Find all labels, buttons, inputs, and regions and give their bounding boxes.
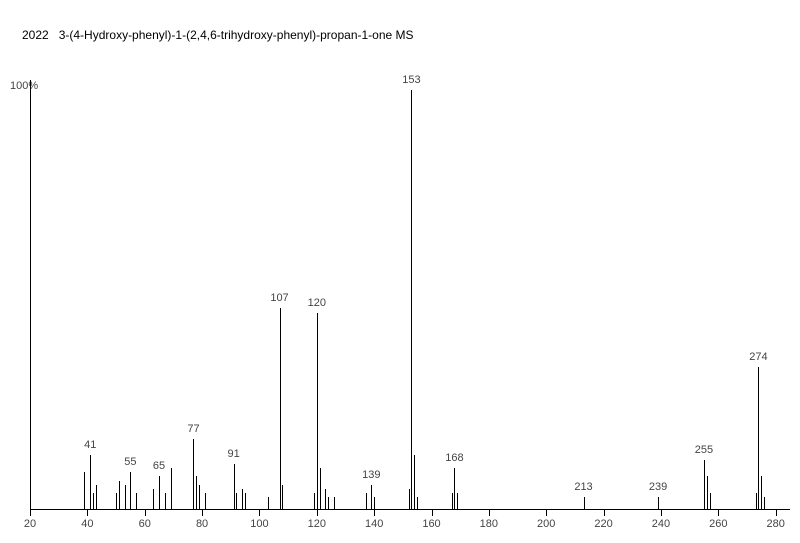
ms-peak-label: 107 [270, 292, 288, 304]
ms-peak [658, 497, 659, 510]
ms-peak-label: 91 [227, 448, 239, 460]
ms-peak [268, 497, 269, 510]
ms-peak [756, 493, 757, 510]
ms-peak [374, 497, 375, 510]
x-tick-label: 20 [24, 518, 36, 530]
x-tick-label: 160 [422, 518, 440, 530]
ms-peak [761, 476, 762, 510]
ms-peak [165, 493, 166, 510]
ms-peak [457, 493, 458, 510]
ms-peak [116, 493, 117, 510]
ms-peak [236, 493, 237, 510]
ms-peak-label: 55 [124, 456, 136, 468]
ms-peak [371, 485, 372, 510]
ms-peak [119, 481, 120, 510]
ms-peak [282, 485, 283, 510]
ms-peak [366, 493, 367, 510]
ms-peak [704, 460, 705, 510]
ms-peak-label: 65 [153, 460, 165, 472]
ms-peak [417, 497, 418, 510]
title-id: 2022 [22, 28, 49, 42]
ms-peak [234, 464, 235, 510]
ms-peak [334, 497, 335, 510]
x-tick [317, 510, 318, 516]
ms-peak [96, 485, 97, 510]
x-tick [30, 510, 31, 516]
spectrum-title: 2022 3-(4-Hydroxy-phenyl)-1-(2,4,6-trihy… [22, 28, 414, 42]
x-tick [202, 510, 203, 516]
ms-peak-label: 274 [749, 351, 767, 363]
ms-peak [328, 497, 329, 510]
ms-peak [584, 497, 585, 510]
x-tick [145, 510, 146, 516]
x-tick-label: 100 [250, 518, 268, 530]
ms-peak [317, 313, 318, 510]
ms-peak [125, 485, 126, 510]
ms-peak [242, 489, 243, 510]
x-tick-label: 280 [766, 518, 784, 530]
ms-peak-label: 77 [187, 423, 199, 435]
ms-peak [84, 472, 85, 510]
x-tick [776, 510, 777, 516]
ms-peak [171, 468, 172, 510]
x-tick [718, 510, 719, 516]
ms-peak [452, 493, 453, 510]
ms-peak [90, 455, 91, 510]
x-tick [87, 510, 88, 516]
ms-peak-label: 239 [649, 481, 667, 493]
x-tick [374, 510, 375, 516]
ms-peak [758, 367, 759, 510]
x-tick-label: 40 [81, 518, 93, 530]
ms-peak [411, 90, 412, 510]
peaks-container: 4155657791107120139153168213239255274 [30, 80, 790, 510]
title-compound-name: 3-(4-Hydroxy-phenyl)-1-(2,4,6-trihydroxy… [59, 28, 414, 42]
x-tick [432, 510, 433, 516]
ms-peak [325, 489, 326, 510]
ms-peak [409, 489, 410, 510]
ms-peak-label: 153 [402, 74, 420, 86]
x-tick-label: 180 [480, 518, 498, 530]
x-tick-label: 120 [308, 518, 326, 530]
ms-peak [764, 497, 765, 510]
ms-peak-label: 255 [695, 444, 713, 456]
x-tick-label: 140 [365, 518, 383, 530]
x-tick-label: 240 [652, 518, 670, 530]
x-tick [604, 510, 605, 516]
ms-peak [707, 476, 708, 510]
ms-peak [454, 468, 455, 510]
ms-peak [93, 493, 94, 510]
ms-peak-label: 120 [308, 297, 326, 309]
spectrum-plot-area: 20406080100120140160180200220240260280 4… [30, 80, 790, 510]
ms-peak [320, 468, 321, 510]
ms-peak [414, 455, 415, 510]
ms-peak [205, 493, 206, 510]
ms-peak [199, 485, 200, 510]
ms-peak-label: 41 [84, 439, 96, 451]
x-tick-label: 220 [594, 518, 612, 530]
ms-peak-label: 213 [574, 481, 592, 493]
ms-peak-label: 168 [445, 452, 463, 464]
ms-peak [153, 489, 154, 510]
ms-peak-label: 139 [362, 469, 380, 481]
ms-peak [193, 439, 194, 510]
ms-peak [710, 493, 711, 510]
x-tick-label: 80 [196, 518, 208, 530]
x-tick [661, 510, 662, 516]
ms-peak [245, 493, 246, 510]
x-tick [546, 510, 547, 516]
x-tick-label: 60 [139, 518, 151, 530]
x-tick [489, 510, 490, 516]
ms-peak [314, 493, 315, 510]
ms-peak [196, 476, 197, 510]
ms-peak [280, 308, 281, 510]
x-tick [259, 510, 260, 516]
ms-peak [130, 472, 131, 510]
x-tick-label: 200 [537, 518, 555, 530]
ms-peak [136, 493, 137, 510]
ms-peak [159, 476, 160, 510]
x-tick-label: 260 [709, 518, 727, 530]
